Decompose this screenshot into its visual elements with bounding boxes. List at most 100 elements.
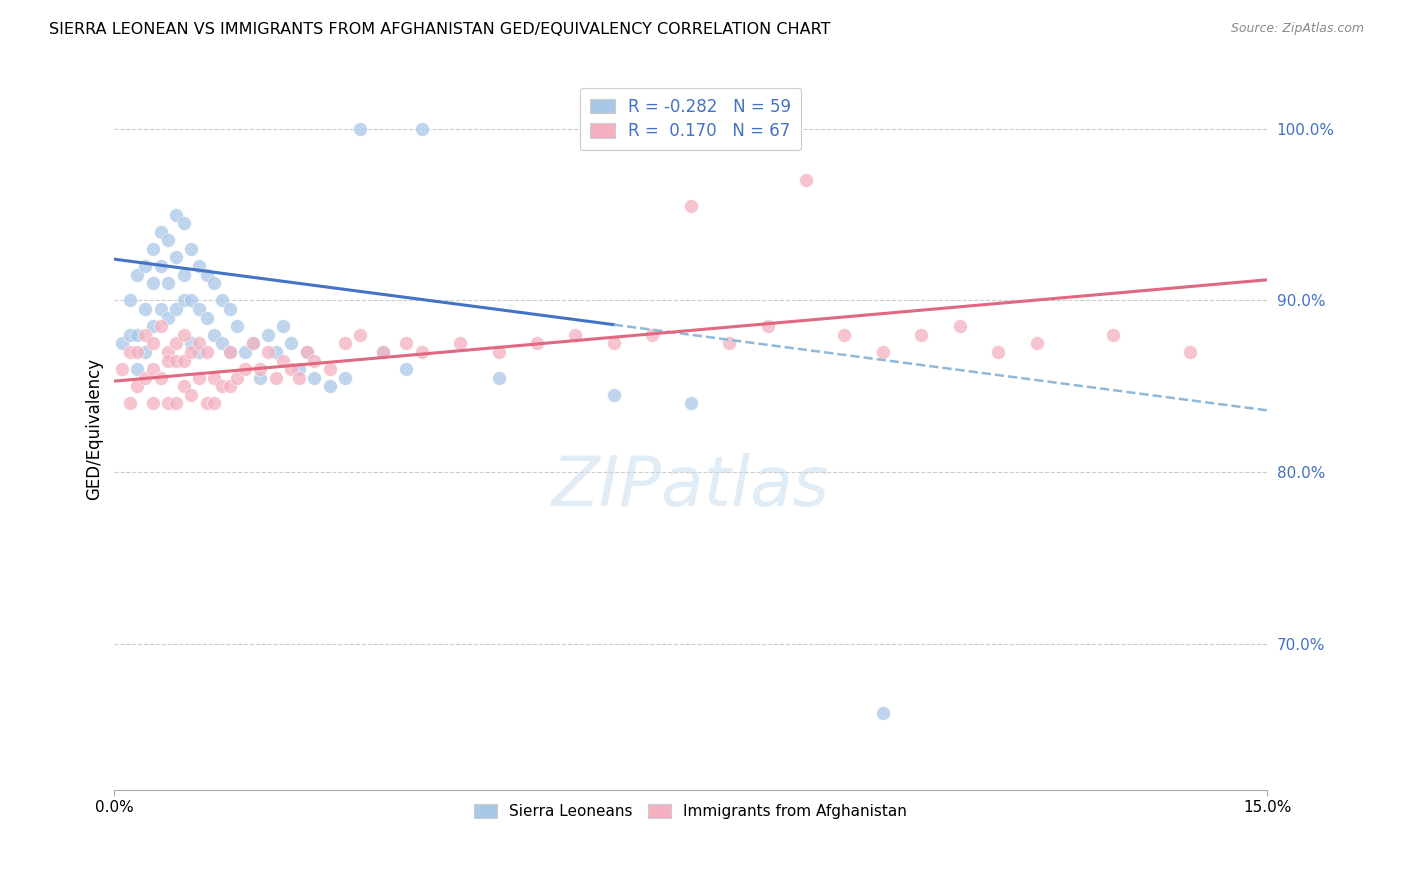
Point [118,293,141,308]
Point [257,327,280,342]
Point [318,362,340,376]
Point [149,225,172,239]
Point [1025,336,1047,351]
Point [756,319,779,334]
Point [173,268,195,282]
Point [149,259,172,273]
Point [202,327,225,342]
Point [173,353,195,368]
Point [157,353,180,368]
Point [165,207,187,221]
Point [257,345,280,359]
Point [488,370,510,384]
Point [127,345,149,359]
Point [333,336,356,351]
Point [603,388,626,402]
Point [165,396,187,410]
Point [218,345,240,359]
Point [794,173,817,187]
Point [395,362,418,376]
Y-axis label: GED/Equivalency: GED/Equivalency [86,359,103,500]
Point [111,336,134,351]
Point [118,396,141,410]
Point [679,199,702,213]
Point [1180,345,1202,359]
Point [195,396,218,410]
Point [280,336,302,351]
Point [149,370,172,384]
Point [157,277,180,291]
Point [187,345,209,359]
Point [142,362,165,376]
Point [180,336,202,351]
Point [142,319,165,334]
Point [242,336,264,351]
Point [142,242,165,256]
Point [295,345,318,359]
Point [302,370,325,384]
Point [910,327,932,342]
Point [111,362,134,376]
Point [872,345,894,359]
Point [411,121,433,136]
Point [134,301,156,316]
Point [373,345,395,359]
Point [202,277,225,291]
Point [165,251,187,265]
Point [603,336,626,351]
Point [195,310,218,325]
Point [157,233,180,247]
Point [449,336,471,351]
Point [142,336,165,351]
Point [641,327,664,342]
Point [318,379,340,393]
Point [173,216,195,230]
Point [373,345,395,359]
Point [142,277,165,291]
Point [949,319,972,334]
Point [195,268,218,282]
Point [165,353,187,368]
Point [411,345,433,359]
Point [226,370,249,384]
Point [987,345,1010,359]
Point [134,345,156,359]
Point [242,336,264,351]
Point [273,353,295,368]
Text: Source: ZipAtlas.com: Source: ZipAtlas.com [1230,22,1364,36]
Point [211,379,233,393]
Point [127,379,149,393]
Point [187,301,209,316]
Point [180,345,202,359]
Point [187,259,209,273]
Point [187,370,209,384]
Point [127,268,149,282]
Point [679,396,702,410]
Point [564,327,586,342]
Point [249,362,271,376]
Point [202,370,225,384]
Point [127,362,149,376]
Point [187,336,209,351]
Point [249,370,271,384]
Point [218,345,240,359]
Point [288,362,311,376]
Point [288,370,311,384]
Point [226,319,249,334]
Point [157,345,180,359]
Point [218,301,240,316]
Point [280,362,302,376]
Point [273,319,295,334]
Point [211,336,233,351]
Point [134,259,156,273]
Point [526,336,548,351]
Point [157,310,180,325]
Point [295,345,318,359]
Point [142,396,165,410]
Point [118,327,141,342]
Point [349,121,371,136]
Point [180,293,202,308]
Text: ZIPatlas: ZIPatlas [551,453,830,520]
Point [127,327,149,342]
Point [218,379,240,393]
